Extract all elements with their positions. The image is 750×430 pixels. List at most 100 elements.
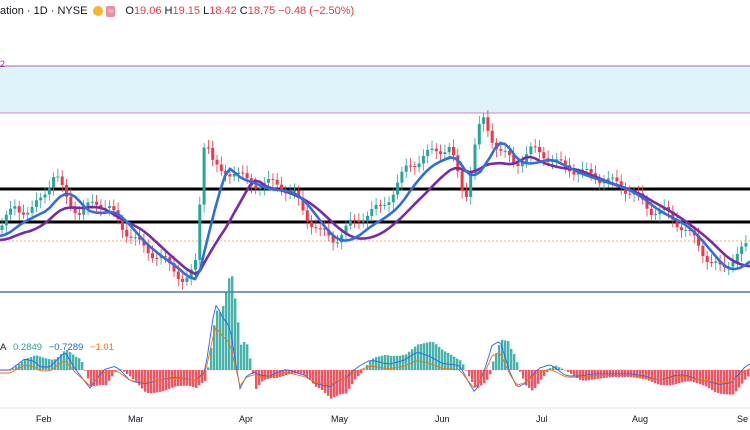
candle-body [572,171,576,175]
macd-histogram-bar [402,355,405,370]
resistance-zone[interactable] [0,66,750,113]
candle-body [507,150,511,155]
candle-body [624,188,627,194]
macd-histogram-bar [450,354,453,370]
macd-histogram-bar [363,369,366,370]
macd-histogram-bar [549,368,552,370]
macd-histogram-bar [288,370,291,375]
macd-histogram-bar [21,361,24,370]
macd-histogram-bar [168,370,171,389]
candle-body [731,261,735,267]
candle-body [563,160,567,166]
candle-body [520,162,524,167]
macd-histogram-bar [483,370,486,384]
macd-histogram-bar [243,342,246,370]
candle-body [654,214,658,216]
candle-body [224,171,228,175]
candle-body [34,200,38,207]
macd-histogram-bar [90,370,93,387]
candle-body [297,190,301,198]
candle-body [280,184,283,191]
macd-histogram-bar [513,353,516,370]
macd-histogram-bar [207,367,210,370]
candle-body [469,172,473,197]
macd-histogram-bar [570,370,573,374]
candle-body [17,206,21,213]
high-value: 19.15 [172,5,201,17]
candle-body [585,168,589,170]
macd-histogram-bar [597,370,600,379]
candle-body [611,177,615,179]
macd-histogram-bar [24,359,27,370]
close-label: C [239,5,248,17]
macd-histogram-bar [516,362,519,370]
macd-legend[interactable]: A 0.2849 −0.7289 −1.01 [0,342,118,353]
candle-body [344,225,348,235]
macd-histogram-bar [558,367,561,370]
candle-body [353,219,357,221]
macd-histogram-bar [594,370,597,380]
macd-histogram-bar [63,351,66,370]
macd-histogram-bar [531,370,534,391]
candle-body [417,163,421,168]
candle-body [26,212,30,215]
macd-histogram-bar [510,348,513,370]
candle-body [185,277,189,282]
symbol-legend[interactable]: ation · 1D · NYSE ≈ O19.06 H19.15 L18.42… [0,3,354,19]
macd-histogram-bar [348,370,351,389]
candle-body [486,117,490,131]
macd-histogram-bar [711,370,714,391]
macd-histogram-bar [639,370,642,379]
macd-histogram-bar [192,370,195,387]
ohlc-values: O19.06 H19.15 L18.42 C18.75 −0.48 (−2.50… [125,5,354,17]
macd-histogram-bar [507,341,510,370]
macd-histogram-bar [93,370,96,387]
candle-body [387,202,391,205]
candle-body [237,172,240,174]
candle-body [198,204,202,260]
macd-histogram-bar [537,370,540,384]
macd-histogram-bar [138,370,141,386]
macd-histogram-bar [429,341,432,370]
candle-body [421,155,425,164]
macd-histogram-bar [297,370,300,374]
macd-histogram-bar [195,370,198,388]
macd-histogram-bar [84,370,87,371]
candle-body [538,147,541,153]
symbol-name[interactable]: ation · 1D · NYSE [0,5,88,17]
macd-histogram-bar [225,292,228,370]
x-axis-label-apr: Apr [239,414,254,424]
macd-histogram-bar [465,370,468,371]
candle-body [460,171,464,191]
macd-histogram-bar [324,370,327,393]
macd-histogram-bar [27,358,30,370]
candle-body [409,165,412,167]
candle-body [602,182,606,184]
macd-histogram-bar [555,365,558,370]
candle-body [529,146,533,155]
macd-histogram-bar [744,370,747,380]
candle-body [52,177,56,188]
candle-body [456,155,460,172]
candle-body [82,207,86,215]
candle-body [619,181,623,189]
macd-histogram-bar [735,370,738,392]
candle-body [215,159,219,165]
candle-body [744,243,748,247]
macd-histogram-bar [258,370,261,386]
macd-histogram-bar [222,305,225,370]
macd-histogram-bar [543,370,546,376]
macd-histogram-bar [33,355,36,370]
macd-histogram-bar [30,356,33,370]
close-value: 18.75 [247,5,276,17]
macd-histogram-bar [456,358,459,370]
macd-histogram-bar [321,370,324,391]
macd-histogram-bar [462,364,465,370]
candle-body [314,227,318,229]
macd-histogram [0,276,750,399]
candle-body [615,177,619,182]
macd-histogram-bar [723,370,726,395]
macd-histogram-bar [477,370,480,388]
